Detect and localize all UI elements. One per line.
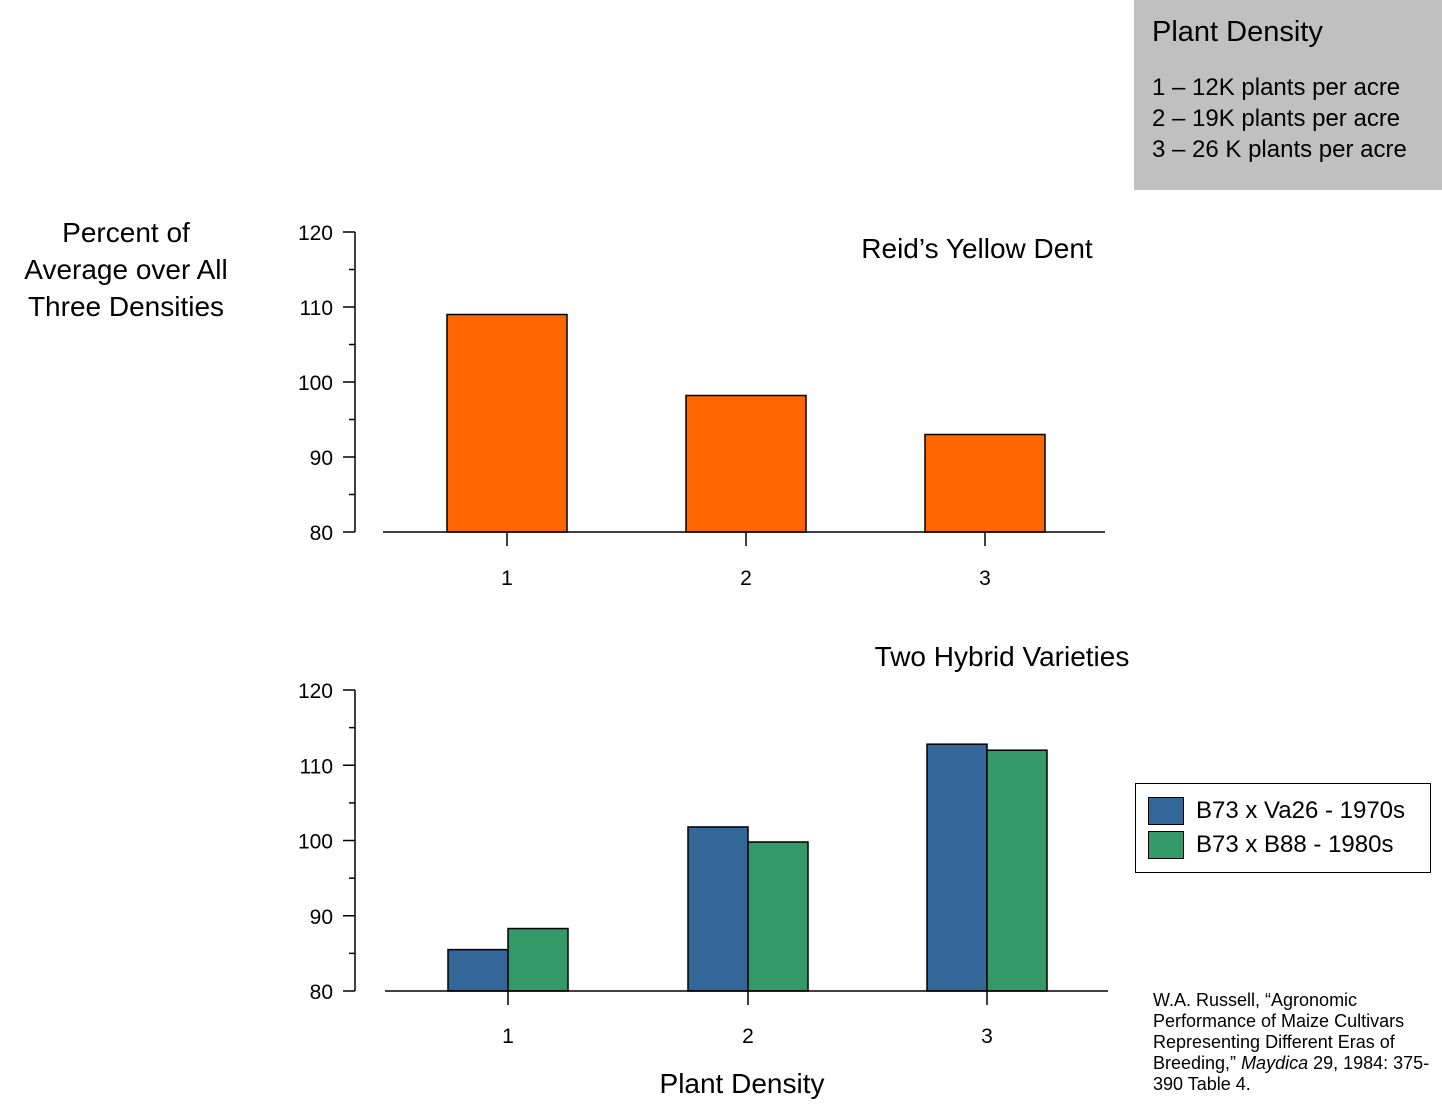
series-legend: B73 x Va26 - 1970s B73 x B88 - 1980s [1135, 783, 1431, 873]
citation: W.A. Russell, “Agronomic Performance of … [1153, 990, 1442, 1095]
reid-x-tick-label: 3 [979, 567, 991, 590]
reid-bar [924, 433, 1046, 533]
hybrid-y-tick-label: 110 [300, 755, 333, 778]
hybrid-x-tick-label: 3 [981, 1025, 993, 1048]
legend-item-b73-b88: B73 x B88 - 1980s [1148, 830, 1393, 860]
legend-label: B73 x Va26 - 1970s [1196, 797, 1406, 824]
reid-bar [446, 313, 568, 533]
hybrid-y-tick-label: 90 [310, 906, 333, 929]
reid-bar [685, 394, 807, 533]
hybrid-y-tick-label: 100 [298, 831, 333, 854]
hybrid-bar [926, 743, 988, 992]
y-axis-label-line: Average over All [24, 254, 228, 285]
hybrid-chart-title: Two Hybrid Varieties [875, 641, 1130, 672]
y-axis-label: Percent of Average over All Three Densit… [8, 214, 244, 325]
legend-swatch [1148, 831, 1184, 859]
citation-text: W.A. Russell, “Agronomic Performance of … [1153, 990, 1405, 1073]
hybrid-bar [447, 948, 509, 992]
legend-label: B73 x B88 - 1980s [1196, 831, 1394, 858]
hybrid-bar [986, 749, 1048, 992]
plant-density-legend-item: 2 – 19K plants per acre [1152, 105, 1401, 132]
plant-density-legend-title: Plant Density [1152, 16, 1323, 48]
plant-density-legend-item: 3 – 26 K plants per acre [1152, 136, 1407, 163]
reid-y-tick-label: 120 [298, 222, 333, 245]
reid-y-tick-label: 100 [298, 372, 333, 395]
plant-density-legend: Plant Density 1 – 12K plants per acre 2 … [1134, 0, 1442, 190]
hybrid-bar [507, 927, 569, 992]
hybrid-y-tick-label: 80 [310, 981, 333, 1004]
citation-journal: Maydica [1241, 1053, 1309, 1073]
x-axis-label: Plant Density [660, 1068, 825, 1099]
reid-x-tick-label: 2 [740, 567, 752, 590]
hybrid-bar [687, 826, 749, 992]
hybrid-x-tick-label: 2 [742, 1025, 754, 1048]
reid-x-tick-label: 1 [501, 567, 513, 590]
reid-y-tick-label: 110 [300, 297, 333, 320]
y-axis-label-line: Percent of [62, 217, 190, 248]
reid-chart-title: Reid’s Yellow Dent [861, 233, 1093, 264]
legend-item-b73-va26: B73 x Va26 - 1970s [1148, 796, 1405, 826]
reid-y-tick-label: 90 [310, 447, 333, 470]
y-axis-label-line: Three Densities [27, 291, 225, 322]
hybrid-bar [747, 841, 809, 992]
reid-y-tick-label: 80 [310, 522, 333, 545]
plant-density-legend-item: 1 – 12K plants per acre [1152, 74, 1401, 101]
legend-swatch [1148, 797, 1184, 825]
hybrid-y-tick-label: 120 [298, 680, 333, 703]
citation-text-end: 29, 1984: 375-390 Table 4. [1153, 1053, 1430, 1094]
hybrid-x-tick-label: 1 [502, 1025, 514, 1048]
